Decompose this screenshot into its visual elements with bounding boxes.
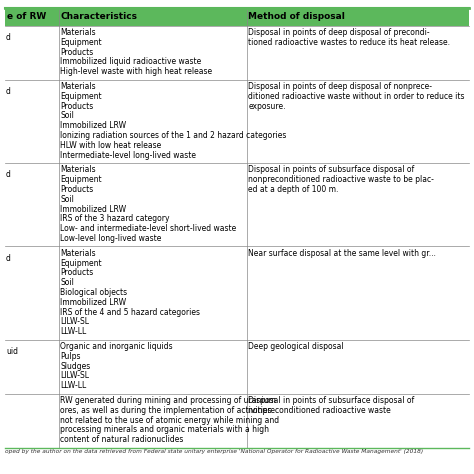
Text: IRS of the 3 hazard category: IRS of the 3 hazard category [60,214,170,223]
Text: Products: Products [60,47,93,56]
Text: Low-level long-lived waste: Low-level long-lived waste [60,234,162,243]
Text: processing minerals and organic materials with a high: processing minerals and organic material… [60,425,269,434]
Text: Intermediate-level long-lived waste: Intermediate-level long-lived waste [60,151,196,160]
Text: Materials: Materials [60,165,96,174]
Text: Immobilized LRW: Immobilized LRW [60,205,127,214]
Text: Ionizing radiation sources of the 1 and 2 hazard categories: Ionizing radiation sources of the 1 and … [60,131,287,140]
Text: d: d [6,170,11,179]
Text: IRS of the 4 and 5 hazard categories: IRS of the 4 and 5 hazard categories [60,308,201,317]
Text: Equipment: Equipment [60,259,102,268]
Text: Materials: Materials [60,82,96,91]
Text: Characteristics: Characteristics [60,12,137,21]
Text: oped by the author on the data retrieved from Federal state unitary enterprise ': oped by the author on the data retrieved… [5,449,423,455]
Text: Pulps: Pulps [60,352,81,361]
Text: Soil: Soil [60,278,74,287]
Text: ores, as well as during the implementation of activities: ores, as well as during the implementati… [60,406,272,415]
Text: ed at a depth of 100 m.: ed at a depth of 100 m. [248,185,338,194]
Text: d: d [6,87,11,96]
Text: Sludges: Sludges [60,362,91,371]
Text: Immobilized LRW: Immobilized LRW [60,298,127,307]
Text: Near surface disposal at the same level with gr...: Near surface disposal at the same level … [248,249,436,258]
Text: Disposal in points of subsurface disposal of: Disposal in points of subsurface disposa… [248,165,415,174]
Text: HLW with low heat release: HLW with low heat release [60,141,162,150]
Text: Low- and intermediate-level short-lived waste: Low- and intermediate-level short-lived … [60,224,237,233]
Text: ditioned radioactive waste without in order to reduce its: ditioned radioactive waste without in or… [248,92,465,101]
Text: Equipment: Equipment [60,92,102,101]
Text: RW generated during mining and processing of uranium: RW generated during mining and processin… [60,396,276,405]
Text: Organic and inorganic liquids: Organic and inorganic liquids [60,342,173,351]
Text: Disposal in points of deep disposal of precondi-: Disposal in points of deep disposal of p… [248,28,430,37]
Text: not related to the use of atomic energy while mining and: not related to the use of atomic energy … [60,416,280,425]
Text: Disposal in points of subsurface disposal of: Disposal in points of subsurface disposa… [248,396,415,405]
Text: Equipment: Equipment [60,175,102,184]
Text: d: d [6,254,11,263]
Text: LILW-SL: LILW-SL [60,372,90,381]
Text: High-level waste with high heat release: High-level waste with high heat release [60,67,212,76]
Text: tioned radioactive wastes to reduce its heat release.: tioned radioactive wastes to reduce its … [248,38,450,47]
Text: Materials: Materials [60,28,96,37]
Text: Products: Products [60,185,93,194]
Text: d: d [6,33,11,42]
Text: Biological objects: Biological objects [60,288,128,297]
Text: content of natural radionuclides: content of natural radionuclides [60,435,184,444]
Text: Products: Products [60,101,93,110]
Text: Disposal in points of deep disposal of nonprece-: Disposal in points of deep disposal of n… [248,82,432,91]
Text: LLW-LL: LLW-LL [60,381,87,390]
Text: Method of disposal: Method of disposal [248,12,345,21]
Text: Materials: Materials [60,249,96,258]
Text: exposure.: exposure. [248,101,286,110]
Text: uid: uid [6,347,18,356]
Text: Equipment: Equipment [60,38,102,47]
Text: nonpreconditioned radioactive waste to be plac-: nonpreconditioned radioactive waste to b… [248,175,434,184]
Text: nonpreconditioned radioactive waste: nonpreconditioned radioactive waste [248,406,391,415]
Text: LILW-SL: LILW-SL [60,318,90,327]
Text: Deep geological disposal: Deep geological disposal [248,342,344,351]
Text: Immobilized LRW: Immobilized LRW [60,121,127,130]
Text: e of RW: e of RW [7,12,46,21]
Text: Products: Products [60,268,93,277]
Bar [5,8,469,26]
Text: LLW-LL: LLW-LL [60,327,87,336]
Text: Soil: Soil [60,111,74,120]
Text: Immobilized liquid radioactive waste: Immobilized liquid radioactive waste [60,57,201,66]
Text: Soil: Soil [60,195,74,204]
